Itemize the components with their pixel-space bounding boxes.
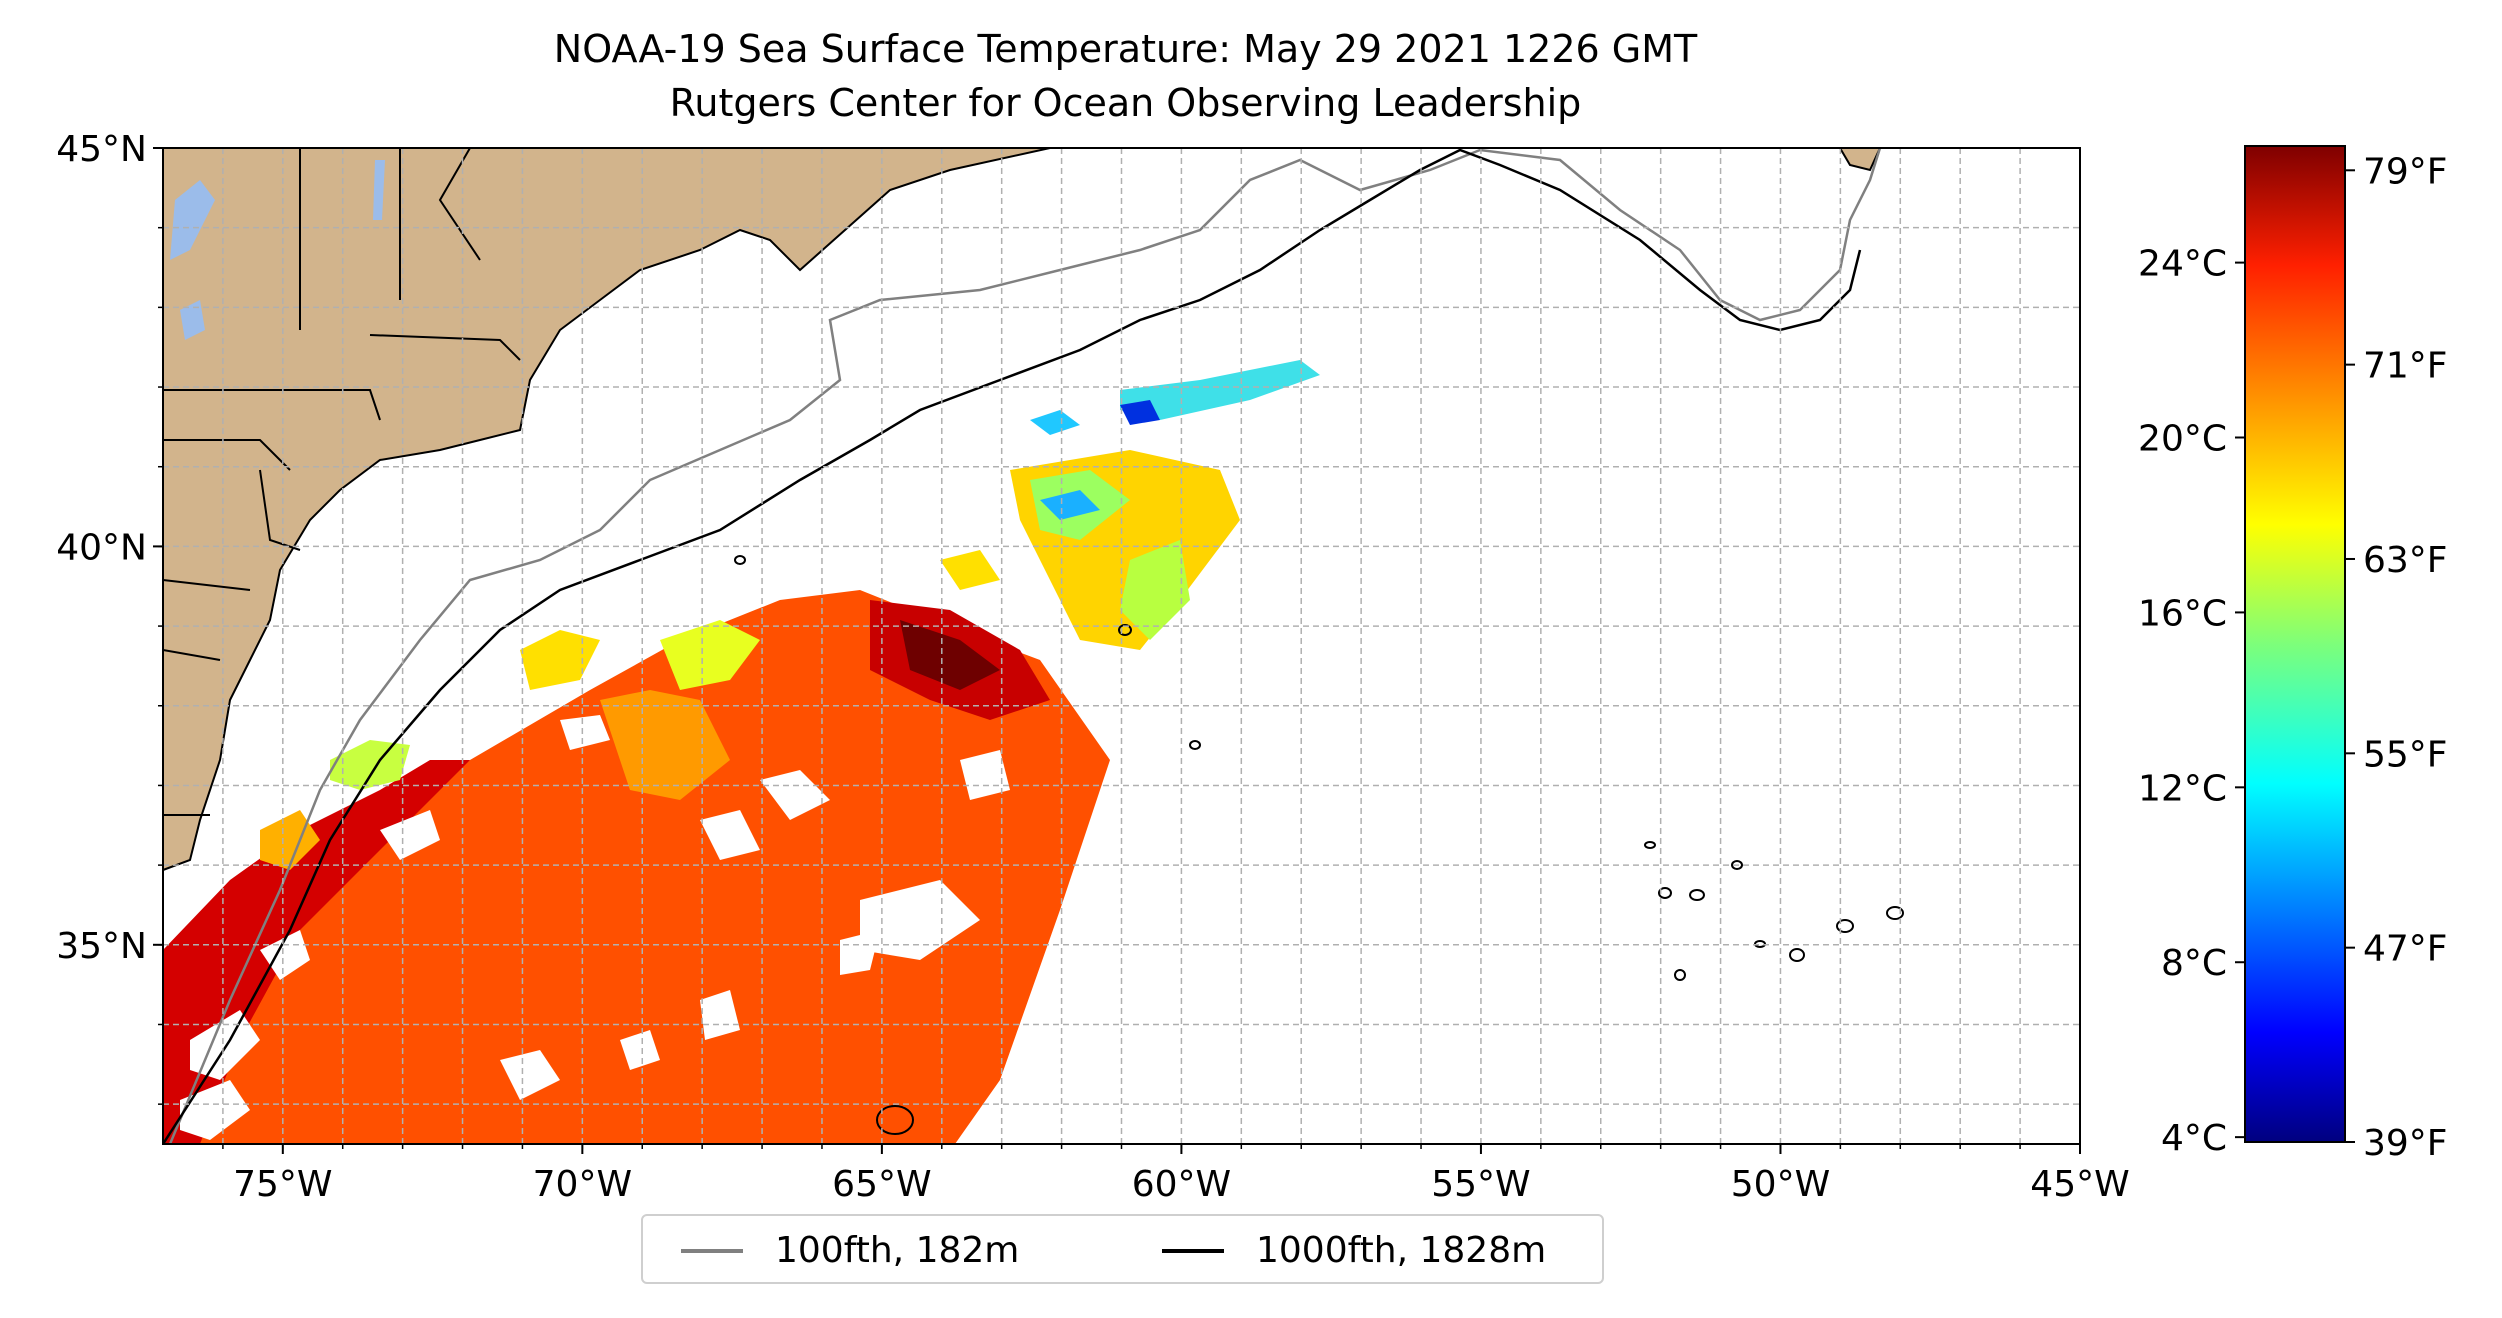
colorbar-f-tick-label: 47°F [2363, 929, 2448, 970]
y-tick-label: 40°N [56, 527, 147, 568]
x-tick-label: 75°W [233, 1164, 332, 1205]
legend-swatch-100fth [681, 1249, 743, 1253]
colorbar-c-tick-label: 24°C [2138, 244, 2227, 285]
x-tick-label: 50°W [1731, 1164, 1830, 1205]
colorbar-ticks: 79°F 71°F 63°F 55°F 47°F 39°F 24°C 20°C 16°C 12°C… [2138, 151, 2447, 1164]
colorbar-c-tick-label: 20°C [2138, 419, 2227, 460]
legend-swatch-1000fth [1162, 1249, 1224, 1253]
legend-label-100fth: 100fth, 182m [775, 1230, 1020, 1271]
legend-label-1000fth: 1000fth, 1828m [1256, 1230, 1547, 1271]
colorbar-c-tick-label: 8°C [2161, 943, 2227, 984]
colorbar-c-tick-label: 12°C [2138, 768, 2227, 809]
axis-ticks: 75°W 70°W 65°W 60°W 55°W 50°W 45°W 45°N 40°N 35°N [56, 129, 2129, 1205]
contour-1000fth [163, 148, 1862, 1144]
x-tick-label: 55°W [1431, 1164, 1530, 1205]
y-tick-label: 35°N [56, 926, 147, 967]
colorbar-c-tick-label: 16°C [2138, 593, 2227, 634]
x-tick-label: 45°W [2030, 1164, 2129, 1205]
x-tick-label: 65°W [832, 1164, 931, 1205]
longitude-gridlines [222, 148, 2021, 1144]
colorbar-f-tick-label: 39°F [2363, 1123, 2448, 1164]
sst-swath [163, 360, 1320, 1144]
colorbar-f-tick-label: 71°F [2363, 346, 2448, 387]
x-tick-label: 70°W [533, 1164, 632, 1205]
contour-100fth [168, 148, 1882, 1144]
legend: 100fth, 182m 1000fth, 1828m [641, 1214, 1604, 1284]
y-tick-label: 45°N [56, 129, 147, 170]
colorbar-f-tick-label: 55°F [2363, 734, 2448, 775]
colorbar-c-tick-label: 4°C [2161, 1118, 2227, 1159]
colorbar [2244, 145, 2346, 1143]
map-title: NOAA-19 Sea Surface Temperature: May 29 … [553, 27, 1698, 71]
x-tick-label: 60°W [1132, 1164, 1231, 1205]
colorbar-f-tick-label: 63°F [2363, 540, 2448, 581]
colorbar-f-tick-label: 79°F [2363, 151, 2448, 192]
map-subtitle: Rutgers Center for Ocean Observing Leade… [669, 81, 1582, 125]
